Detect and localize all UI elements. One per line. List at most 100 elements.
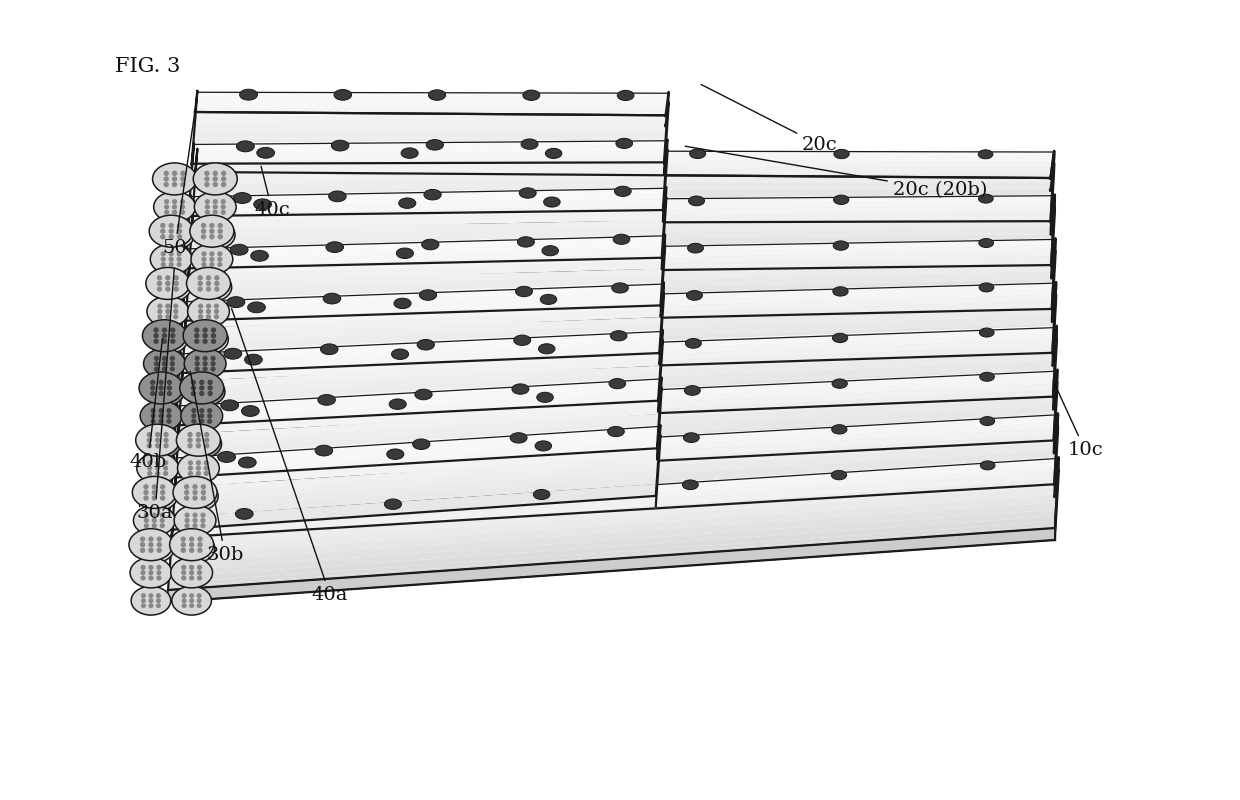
- Polygon shape: [191, 187, 666, 196]
- Polygon shape: [179, 349, 660, 372]
- Circle shape: [162, 367, 166, 371]
- Ellipse shape: [513, 335, 531, 346]
- Circle shape: [181, 200, 185, 203]
- Polygon shape: [182, 302, 663, 328]
- Circle shape: [200, 338, 203, 342]
- Ellipse shape: [980, 328, 994, 337]
- Polygon shape: [196, 154, 1053, 162]
- Polygon shape: [177, 378, 661, 405]
- Circle shape: [201, 518, 205, 522]
- Polygon shape: [182, 346, 1056, 387]
- Polygon shape: [192, 161, 665, 165]
- Polygon shape: [172, 468, 1056, 528]
- Ellipse shape: [237, 141, 254, 152]
- Ellipse shape: [242, 406, 259, 417]
- Ellipse shape: [517, 237, 534, 247]
- Circle shape: [215, 287, 218, 291]
- Polygon shape: [180, 376, 1054, 418]
- Polygon shape: [175, 402, 658, 427]
- Circle shape: [151, 386, 155, 390]
- Polygon shape: [196, 166, 1052, 174]
- Polygon shape: [185, 254, 662, 268]
- Circle shape: [198, 276, 202, 280]
- Polygon shape: [182, 298, 662, 317]
- Polygon shape: [181, 352, 1053, 382]
- Polygon shape: [195, 110, 666, 114]
- Polygon shape: [192, 148, 666, 154]
- Ellipse shape: [523, 90, 539, 101]
- Ellipse shape: [174, 506, 216, 536]
- Circle shape: [149, 537, 153, 541]
- Polygon shape: [187, 282, 1056, 306]
- Circle shape: [188, 461, 192, 465]
- Circle shape: [161, 262, 165, 266]
- Polygon shape: [181, 306, 661, 322]
- Polygon shape: [179, 390, 1054, 431]
- Circle shape: [177, 258, 181, 261]
- Polygon shape: [191, 187, 666, 195]
- Ellipse shape: [176, 424, 221, 456]
- Ellipse shape: [688, 196, 704, 206]
- Circle shape: [151, 442, 155, 446]
- Text: FIG. 3: FIG. 3: [115, 57, 180, 76]
- Circle shape: [215, 315, 218, 318]
- Polygon shape: [174, 430, 660, 467]
- Polygon shape: [197, 91, 668, 94]
- Circle shape: [177, 229, 181, 233]
- Polygon shape: [177, 415, 1058, 468]
- Circle shape: [190, 570, 193, 574]
- Polygon shape: [180, 374, 1058, 419]
- Circle shape: [141, 566, 145, 570]
- Polygon shape: [191, 239, 1055, 255]
- Circle shape: [211, 367, 215, 371]
- Ellipse shape: [227, 297, 244, 307]
- Polygon shape: [186, 294, 1055, 326]
- Circle shape: [196, 472, 201, 475]
- Polygon shape: [177, 378, 662, 406]
- Polygon shape: [193, 198, 1054, 206]
- Circle shape: [164, 444, 169, 448]
- Circle shape: [193, 490, 197, 494]
- Ellipse shape: [833, 286, 848, 296]
- Circle shape: [218, 258, 222, 261]
- Polygon shape: [176, 381, 660, 411]
- Ellipse shape: [221, 400, 238, 410]
- Ellipse shape: [389, 399, 407, 410]
- Circle shape: [213, 182, 217, 186]
- Polygon shape: [195, 112, 666, 117]
- Polygon shape: [181, 310, 662, 336]
- Circle shape: [207, 310, 211, 314]
- Text: 50: 50: [162, 103, 196, 257]
- Circle shape: [164, 494, 167, 498]
- Circle shape: [167, 380, 171, 384]
- Circle shape: [174, 342, 177, 346]
- Text: 40c: 40c: [254, 166, 290, 219]
- Polygon shape: [180, 330, 662, 353]
- Circle shape: [185, 514, 188, 517]
- Circle shape: [191, 391, 196, 395]
- Circle shape: [202, 280, 206, 284]
- Polygon shape: [172, 467, 1059, 531]
- Polygon shape: [184, 324, 1054, 358]
- Circle shape: [196, 438, 201, 442]
- Polygon shape: [170, 502, 1056, 570]
- Circle shape: [197, 604, 201, 607]
- Polygon shape: [175, 428, 1058, 486]
- Circle shape: [186, 546, 190, 550]
- Polygon shape: [182, 344, 1053, 376]
- Text: 10c: 10c: [1053, 381, 1102, 459]
- Polygon shape: [180, 334, 662, 362]
- Polygon shape: [175, 440, 1054, 486]
- Polygon shape: [171, 487, 1058, 554]
- Polygon shape: [179, 394, 1054, 434]
- Polygon shape: [179, 382, 1055, 425]
- Polygon shape: [170, 462, 658, 503]
- Polygon shape: [180, 371, 1058, 415]
- Polygon shape: [172, 435, 660, 474]
- Circle shape: [193, 524, 197, 528]
- Circle shape: [203, 395, 207, 398]
- Ellipse shape: [254, 199, 272, 210]
- Polygon shape: [188, 211, 663, 218]
- Circle shape: [162, 395, 166, 398]
- Circle shape: [164, 466, 167, 470]
